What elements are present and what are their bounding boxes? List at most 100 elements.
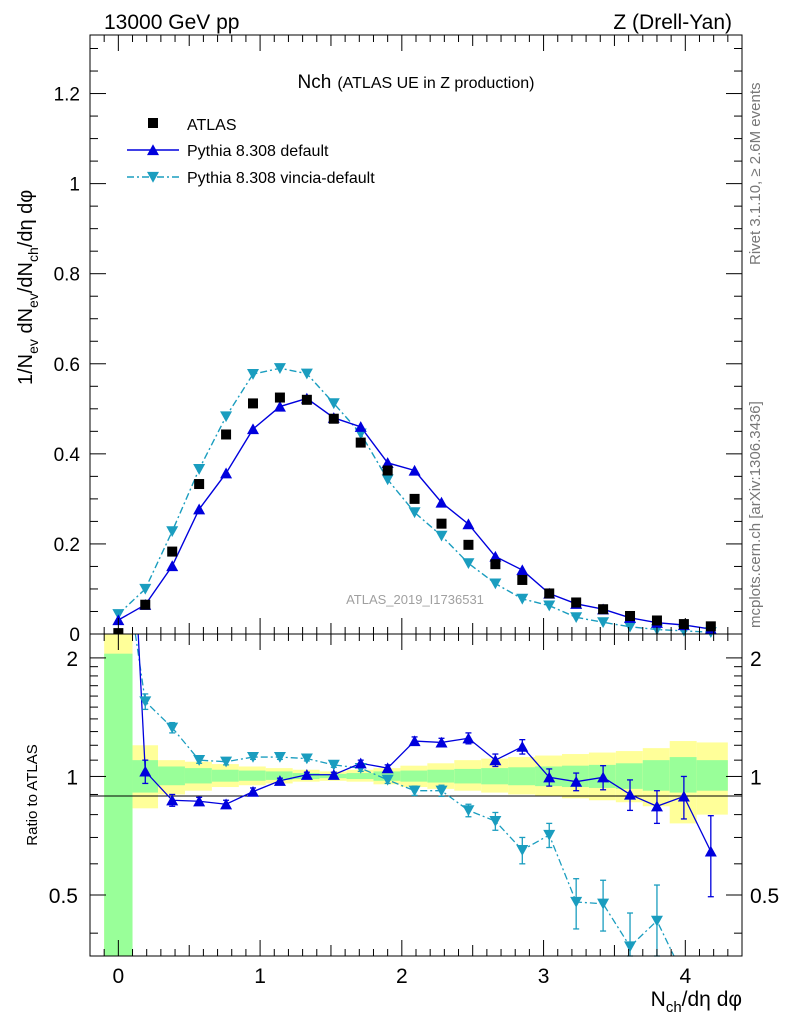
pythia-default-ratio-point: [435, 736, 448, 748]
main-y-label-part: /dN: [15, 262, 37, 293]
ratio-x-tick-label: 2: [396, 965, 408, 988]
pythia-default-ratio-point: [354, 757, 367, 769]
vincia-ratio-point: [193, 755, 206, 766]
legend-atlas-marker: [148, 118, 158, 128]
vincia-default-point: [327, 398, 340, 410]
ratio-inner-band: [508, 767, 536, 786]
pythia-default-point: [273, 400, 286, 412]
vincia-default-point: [435, 530, 448, 542]
vincia-ratio-point: [570, 896, 583, 908]
atlas-data-point: [248, 398, 258, 409]
pythia-default-ratio-point: [193, 795, 206, 807]
pythia-default-point: [462, 518, 475, 530]
ratio-inner-band: [211, 769, 239, 782]
main-y-label-text: 1/Nev dNev/dNch/dη dφ: [15, 190, 41, 385]
vincia-default-point: [516, 593, 529, 605]
vincia-default-point: [462, 558, 475, 569]
main-y-tick-label: 0.2: [54, 535, 80, 556]
legend-atlas-label: ATLAS: [187, 117, 237, 134]
atlas-data-point: [328, 413, 339, 424]
pythia-default-ratio-point: [570, 775, 583, 787]
atlas-data-point: [651, 615, 662, 626]
pythia-default-point: [408, 464, 421, 476]
plot-title-sub: (ATLAS UE in Z production): [337, 75, 534, 92]
pythia-default-point: [516, 564, 529, 576]
vincia-ratio-point: [462, 805, 475, 817]
ratio-inner-band: [158, 766, 185, 786]
ratio-x-tick-label: 0: [113, 965, 125, 988]
pythia-default-ratio-point: [220, 798, 233, 810]
vincia-ratio-point: [543, 829, 556, 841]
ratio-inner-band: [427, 769, 455, 783]
ratio-y-tick-label-right: 0.5: [750, 885, 779, 908]
ratio-inner-band: [669, 757, 697, 793]
main-y-label-part: ev: [25, 339, 41, 354]
ratio-series-layer: [134, 633, 717, 957]
vincia-default-point: [273, 363, 286, 374]
atlas-data-point: [382, 465, 393, 476]
atlas-data-point: [221, 429, 232, 440]
pythia-default-ratio-point: [166, 794, 179, 806]
atlas-data-point: [490, 559, 501, 570]
vincia-ratio-point: [273, 751, 286, 763]
main-y-label-part: 1/N: [15, 354, 37, 385]
ratio-inner-band: [265, 771, 293, 780]
pythia-default-point: [489, 550, 502, 562]
ratio-y-tick-label-left: 2: [66, 648, 78, 671]
header-process-label: Z (Drell-Yan): [613, 11, 732, 34]
ratio-inner-band: [615, 763, 643, 789]
vincia-ratio-point: [650, 915, 663, 927]
legend-vincia-label: Pythia 8.308 vincia-default: [187, 170, 375, 187]
pythia-default-point: [220, 467, 233, 479]
ratio-x-tick-label: 3: [538, 965, 550, 988]
vincia-default-point: [543, 600, 556, 612]
atlas-data-point: [355, 437, 366, 448]
ratio-inner-band: [481, 768, 509, 785]
x-axis-label-part: N: [651, 988, 666, 1011]
vincia-ratio-point: [327, 759, 340, 771]
ratio-x-tick-label: 1: [254, 965, 266, 988]
ratio-inner-band: [696, 760, 728, 791]
main-y-label-part: ev: [25, 293, 41, 308]
pythia-default-point: [193, 503, 206, 515]
vincia-default-point: [220, 411, 233, 423]
ratio-x-tick-label: 4: [679, 965, 691, 988]
pythia-default-ratio-point: [273, 775, 286, 786]
pythia-default-ratio-point: [543, 771, 556, 783]
pythia-default-point: [435, 496, 448, 508]
main-x-ticks: [103, 35, 729, 634]
main-panel: 0 0.2 0.4 0.6 0.8 1 1.2 Nch (ATLAS UE in Z prod…: [15, 34, 743, 646]
atlas-data-point: [678, 619, 689, 630]
pythia-default-ratio-point: [462, 732, 475, 744]
vincia-default-point: [624, 621, 637, 633]
ratio-inner-band: [184, 768, 212, 784]
plot-title: Nch (ATLAS UE in Z production): [298, 72, 535, 93]
vincia-ratio-point: [220, 756, 233, 768]
vincia-default-point: [381, 474, 394, 486]
ratio-y-tick-label-left: 0.5: [49, 885, 78, 908]
ratio-y-axis-label: Ratio to ATLAS: [24, 744, 41, 845]
vincia-ratio-point: [597, 898, 610, 910]
atlas-data-point: [167, 546, 178, 557]
vincia-default-point: [166, 526, 179, 538]
ratio-inner-band: [104, 653, 133, 956]
atlas-data-point: [517, 574, 528, 585]
atlas-data-point: [274, 392, 285, 403]
vincia-default-line: [117, 367, 711, 633]
ratio-y-tick-label-left: 1: [66, 766, 78, 789]
vincia-ratio-point: [139, 696, 152, 708]
vincia-ratio-point: [489, 816, 502, 827]
vincia-ratio-point: [166, 722, 179, 734]
main-y-tick-label: 0.8: [54, 265, 80, 286]
atlas-data-point: [544, 588, 555, 599]
pythia-default-ratio-point: [624, 788, 637, 800]
pythia-default-ratio-point: [247, 785, 259, 797]
ratio-uncertainty-bands: [104, 634, 728, 956]
legend-default-marker: [147, 144, 159, 156]
pythia-default-point: [381, 457, 394, 468]
vincia-default-point: [247, 369, 259, 380]
main-y-tick-label: 0: [69, 625, 80, 646]
rivet-version-label: Rivet 3.1.10, ≥ 2.6M events: [747, 83, 764, 266]
pythia-default-ratio-point: [516, 741, 529, 752]
